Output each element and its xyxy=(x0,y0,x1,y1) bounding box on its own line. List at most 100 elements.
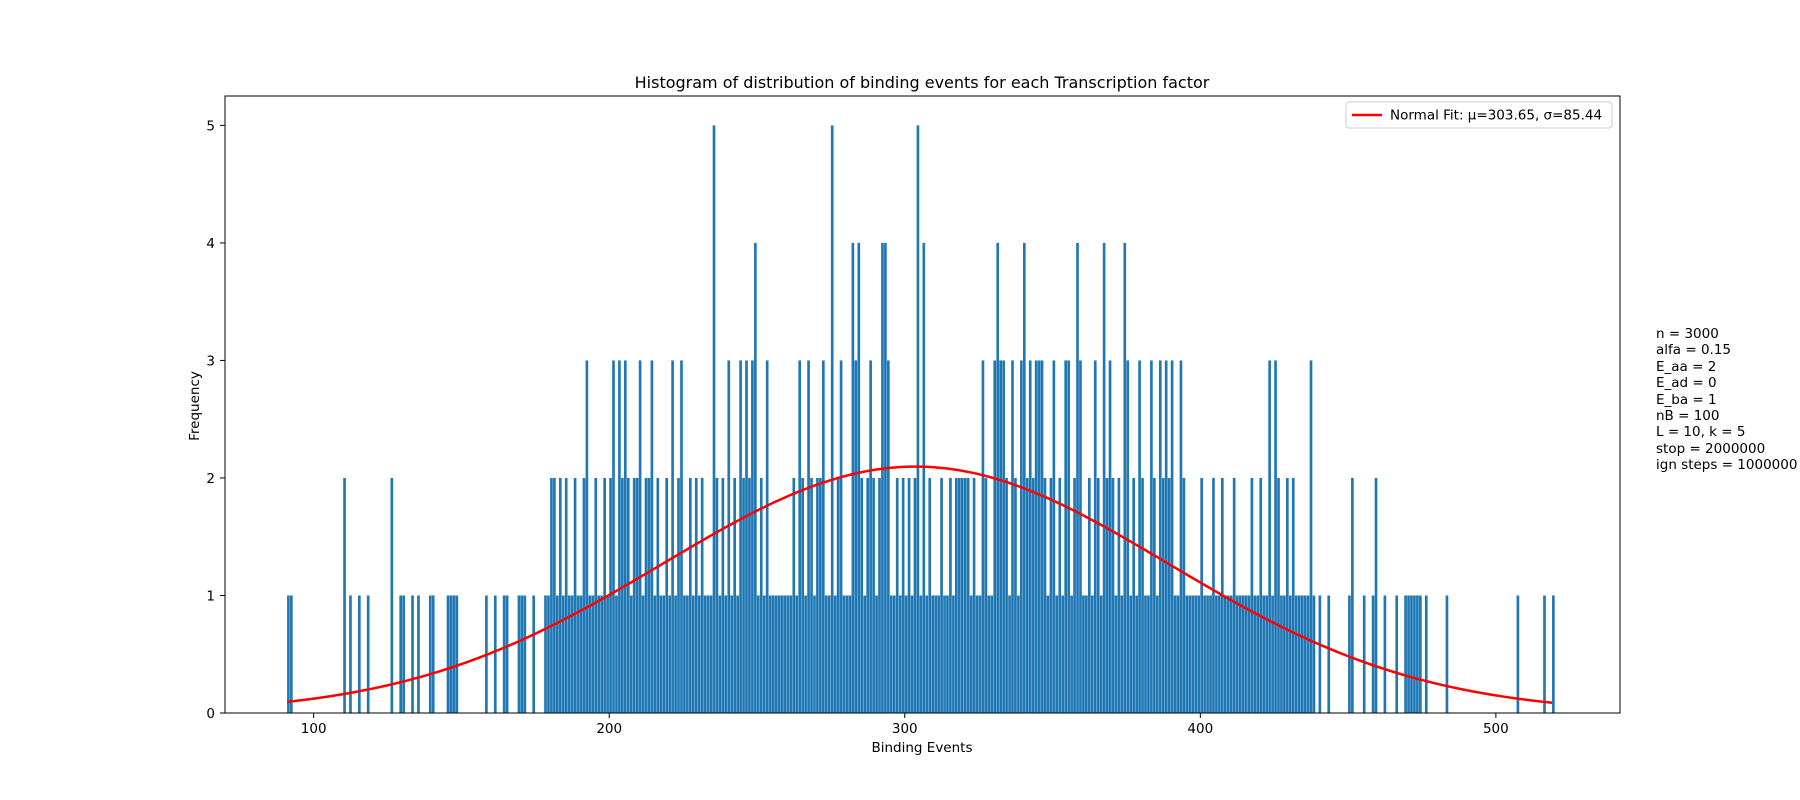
histogram-bar xyxy=(1141,477,1144,713)
histogram-bar xyxy=(665,477,669,713)
plot-frame xyxy=(224,95,1621,714)
histogram-bar xyxy=(1303,595,1307,713)
histogram-bar xyxy=(745,360,748,713)
histogram-bar xyxy=(644,477,648,713)
histogram-bar xyxy=(1268,360,1271,713)
histogram-bar xyxy=(1182,477,1186,713)
histogram-bar xyxy=(1147,595,1150,713)
histogram-bar xyxy=(963,477,967,713)
histogram-bar xyxy=(901,477,905,713)
histogram-bar xyxy=(600,595,604,713)
histogram-bar xyxy=(960,477,964,713)
histogram-bar xyxy=(1191,595,1195,713)
histogram-bar xyxy=(771,595,775,713)
legend: Normal Fit: μ=303.65, σ=85.44 xyxy=(1345,101,1613,129)
histogram-bar xyxy=(650,360,654,713)
histogram-bar xyxy=(1203,595,1206,713)
histogram-bar xyxy=(907,477,911,713)
histogram-bar xyxy=(878,477,881,713)
histogram-bar xyxy=(1188,595,1192,713)
histogram-bar xyxy=(390,477,394,713)
histogram-bar xyxy=(742,477,745,713)
histogram-bar xyxy=(585,360,589,713)
histogram-bar xyxy=(807,360,810,713)
histogram-bar xyxy=(952,595,955,713)
histogram-bar xyxy=(677,477,680,713)
histogram-bar xyxy=(671,360,674,713)
histogram-bar xyxy=(1170,360,1174,713)
histogram-bar xyxy=(904,595,908,713)
histogram-bar xyxy=(913,477,917,713)
histogram-bar xyxy=(1309,360,1313,713)
histogram-bar xyxy=(1034,360,1038,713)
histogram-bar xyxy=(597,595,601,713)
histogram-bar xyxy=(632,477,636,713)
histogram-bar xyxy=(987,595,991,713)
histogram-bar xyxy=(544,595,547,713)
histogram-bar xyxy=(1294,595,1298,713)
histogram-bar xyxy=(1093,360,1097,713)
histogram-bar xyxy=(1277,477,1280,713)
histogram-bar xyxy=(1374,477,1378,713)
histogram-bar xyxy=(795,595,799,713)
histogram-bar xyxy=(588,595,592,713)
histogram-bar xyxy=(981,360,985,713)
histogram-bar xyxy=(969,595,973,713)
histogram-bar xyxy=(780,595,784,713)
histogram-bar xyxy=(1037,360,1041,713)
histogram-bar xyxy=(343,477,346,713)
histogram-bar xyxy=(937,595,940,713)
histogram-bar xyxy=(1413,595,1416,713)
histogram-bar xyxy=(612,360,615,713)
param-line: stop = 2000000 xyxy=(1656,440,1766,457)
histogram-bar xyxy=(1002,360,1005,713)
histogram-bar xyxy=(523,595,527,713)
histogram-bar xyxy=(1238,595,1242,713)
histogram-bar xyxy=(1244,595,1248,713)
histogram-bar xyxy=(1312,595,1316,713)
histogram-bar xyxy=(553,477,556,713)
histogram-bar xyxy=(1073,477,1076,713)
histogram-bar xyxy=(1117,477,1121,713)
y-tick-label: 2 xyxy=(206,471,215,487)
histogram-bar xyxy=(703,595,707,713)
histogram-bar xyxy=(647,477,651,713)
param-line: L = 10, k = 5 xyxy=(1656,424,1746,441)
histogram-bar xyxy=(999,360,1002,713)
histogram-bar xyxy=(558,477,562,713)
histogram-bar xyxy=(505,595,509,713)
histogram-bar xyxy=(1046,595,1050,713)
histogram-bar xyxy=(1226,595,1230,713)
histogram-bar xyxy=(1318,595,1322,713)
histogram-bar xyxy=(872,477,875,713)
histogram-bar xyxy=(573,477,577,713)
y-tick-label: 5 xyxy=(206,118,215,134)
histogram-bar xyxy=(768,595,772,713)
histogram-bar xyxy=(833,595,837,713)
x-tick-label: 200 xyxy=(596,721,622,737)
histogram-bar xyxy=(1067,360,1070,713)
histogram-bar xyxy=(1126,360,1130,713)
histogram-bar xyxy=(417,595,420,713)
histogram-bar xyxy=(1206,595,1209,713)
histogram-bar xyxy=(712,125,716,713)
histogram-bar xyxy=(1291,477,1295,713)
histogram-bar xyxy=(1280,595,1283,713)
histogram-bar xyxy=(1250,477,1254,713)
histogram-bar xyxy=(1253,595,1257,713)
histogram-bar xyxy=(946,595,949,713)
x-tick-label: 300 xyxy=(892,721,918,737)
histogram-bar xyxy=(996,242,1000,713)
histogram-bar xyxy=(1064,360,1068,713)
histogram-bar xyxy=(827,595,831,713)
histogram-bar xyxy=(1286,477,1289,713)
histogram-bar xyxy=(754,242,757,713)
histogram-bar xyxy=(366,595,370,713)
histogram-bar xyxy=(898,595,902,713)
histogram-bar xyxy=(668,595,671,713)
histogram-bar xyxy=(966,477,970,713)
y-tick-label: 3 xyxy=(206,353,215,369)
histogram-bar xyxy=(1017,595,1020,713)
chart-title: Histogram of distribution of binding eve… xyxy=(635,73,1210,92)
histogram-bar xyxy=(860,477,864,713)
